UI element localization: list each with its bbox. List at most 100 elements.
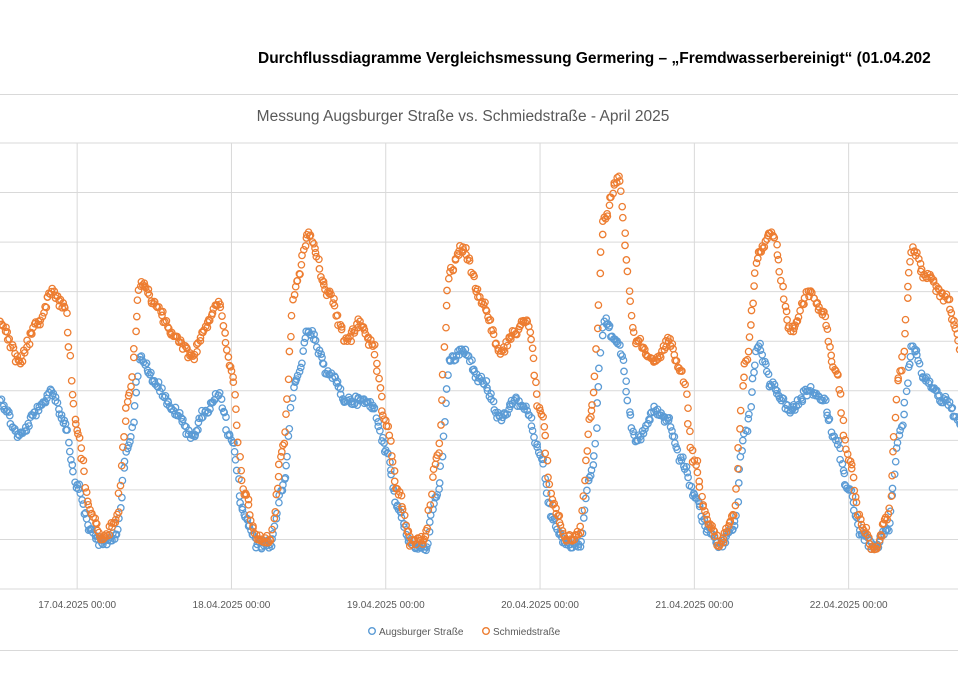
data-point — [433, 451, 442, 460]
data-point — [806, 287, 814, 296]
data-point — [767, 228, 776, 237]
scatter-marker — [847, 464, 856, 473]
scatter-marker — [296, 363, 305, 372]
scatter-marker — [473, 285, 482, 294]
scatter-marker — [671, 439, 679, 448]
scatter-marker — [900, 410, 908, 419]
scatter-marker — [585, 415, 594, 424]
data-point — [279, 481, 287, 489]
scatter-marker — [63, 328, 72, 337]
data-point — [73, 481, 82, 489]
scatter-marker — [317, 350, 326, 358]
scatter-marker — [622, 387, 630, 396]
scatter-marker — [311, 248, 320, 257]
data-point — [459, 243, 467, 251]
scatter-marker — [282, 410, 290, 419]
scatter-marker — [118, 443, 127, 452]
scatter-marker — [158, 307, 167, 316]
scatter-marker — [688, 446, 697, 455]
scatter-marker — [917, 369, 926, 378]
scatter-marker — [319, 277, 328, 286]
scatter-marker — [455, 247, 463, 256]
scatter-marker — [134, 286, 143, 294]
scatter-marker — [584, 476, 593, 485]
scatter-marker — [626, 411, 635, 419]
scatter-marker — [756, 346, 765, 355]
scatter-marker — [955, 415, 958, 423]
scatter-marker — [626, 408, 634, 416]
data-point — [716, 540, 724, 549]
chart-title: Messung Augsburger Straße vs. Schmiedstr… — [257, 108, 670, 125]
scatter-marker — [360, 326, 369, 334]
scatter-marker — [114, 508, 123, 516]
scatter-marker — [823, 325, 832, 334]
scatter-marker — [231, 390, 239, 399]
data-point — [664, 416, 673, 425]
scatter-marker — [719, 534, 727, 543]
scatter-marker — [588, 401, 596, 409]
scatter-marker — [299, 347, 308, 355]
data-point — [253, 535, 262, 544]
scatter-marker — [75, 434, 84, 442]
scatter-marker — [586, 471, 595, 480]
scatter-marker — [622, 377, 631, 386]
scatter-marker — [793, 317, 802, 325]
scatter-marker — [315, 255, 323, 264]
scatter-marker — [208, 309, 217, 318]
scatter-marker — [839, 431, 848, 440]
scatter-marker — [752, 259, 761, 267]
scatter-marker — [615, 172, 623, 181]
scatter-marker — [120, 433, 128, 441]
data-point — [831, 367, 840, 375]
data-point — [651, 406, 660, 415]
x-tick-label: 20.04.2025 00:00 — [501, 600, 579, 611]
scatter-marker — [598, 230, 607, 239]
data-point — [459, 347, 467, 355]
scatter-marker — [376, 384, 385, 392]
scatter-marker — [164, 398, 173, 407]
scatter-marker — [589, 388, 598, 397]
scatter-marker — [822, 321, 830, 330]
scatter-marker — [596, 348, 605, 357]
scatter-marker — [666, 423, 675, 431]
scatter-marker — [486, 315, 495, 324]
scatter-marker — [535, 403, 544, 412]
scatter-marker — [333, 377, 342, 386]
data-point — [786, 327, 795, 336]
data-point — [169, 332, 178, 341]
data-point — [15, 357, 24, 365]
scatter-marker — [830, 432, 838, 441]
scatter-marker — [764, 370, 773, 379]
scatter-marker — [616, 187, 625, 196]
scatter-marker — [526, 328, 535, 337]
data-point — [767, 381, 776, 390]
gridlines — [0, 142, 958, 590]
data-point — [870, 545, 879, 554]
scatter-marker — [904, 282, 912, 291]
scatter-marker — [5, 335, 14, 343]
data-point — [844, 486, 853, 494]
scatter-marker — [69, 399, 78, 408]
scatter-marker — [683, 468, 692, 477]
scatter-marker — [750, 361, 759, 370]
scatter-marker — [693, 468, 702, 477]
scatter-marker — [592, 345, 600, 353]
scatter-marker — [289, 295, 297, 304]
scatter-marker — [423, 524, 432, 533]
scatter-marker — [315, 265, 324, 273]
scatter-marker — [133, 296, 142, 305]
scatter-marker — [219, 322, 228, 330]
scatter-marker — [640, 345, 649, 354]
data-point — [189, 352, 197, 360]
scatter-marker — [230, 447, 239, 456]
scatter-marker — [319, 281, 328, 289]
scatter-marker — [129, 344, 138, 353]
scatter-marker — [121, 404, 130, 412]
scatter-marker — [237, 476, 246, 485]
scatter-marker — [333, 311, 342, 320]
data-point — [124, 391, 133, 400]
scatter-marker — [823, 408, 831, 417]
data-point — [369, 342, 377, 351]
scatter-marker — [543, 456, 552, 465]
